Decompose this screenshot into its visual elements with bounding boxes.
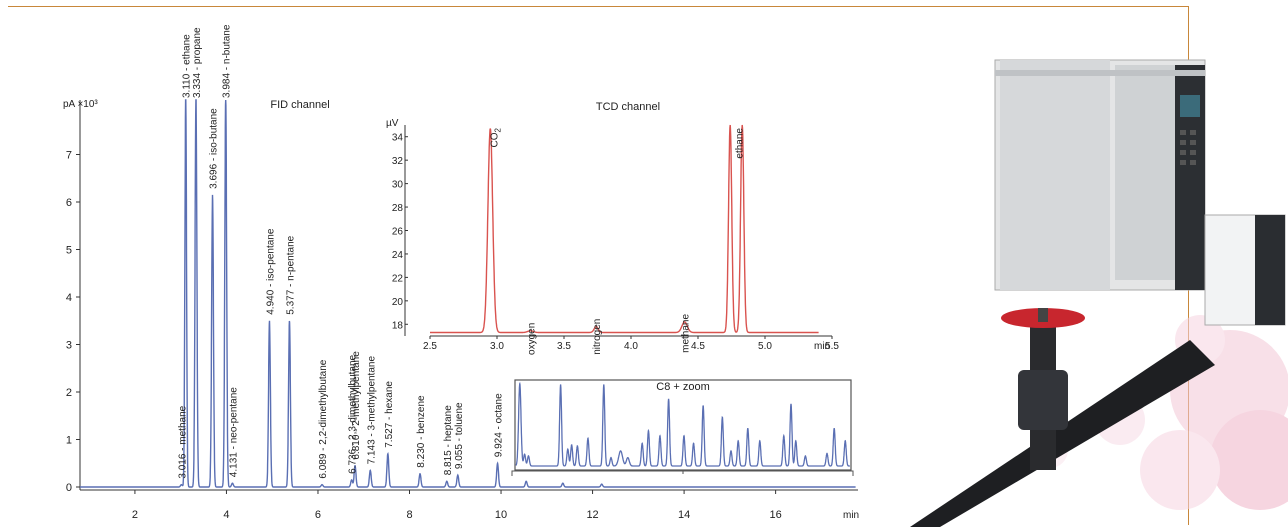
tcd-peak-label-subscript: 2 <box>493 127 502 132</box>
fid-y-tick-label: 2 <box>66 387 72 399</box>
tcd-y-tick-label: 30 <box>392 180 404 191</box>
tcd-chart: 2.5 3.0 3.5 4.0 4.5 5.0 5.5 18 20 22 24 26 28 30 32 34… <box>386 101 839 355</box>
tcd-y-tick-label: 28 <box>392 203 404 214</box>
tcd-y-tick-label: 22 <box>392 273 404 284</box>
fid-peak-label: 3.016 - methane <box>177 405 188 478</box>
tcd-y-tick-label: 32 <box>392 156 404 167</box>
tcd-y-tick-label: 34 <box>392 133 404 144</box>
fid-peak-label: 3.110 - ethane <box>182 34 193 98</box>
tcd-peak-label: nitrogen <box>592 319 603 355</box>
bubble-pattern <box>1032 315 1288 510</box>
fid-title: FID channel <box>270 99 329 111</box>
tcd-peak-labels: CO2 oxygen nitrogen methane ethane <box>489 127 745 355</box>
fid-peak-label: 3.984 - n-butane <box>222 24 233 98</box>
fid-x-tick-label: 16 <box>769 509 781 521</box>
fid-x-tick-label: 12 <box>586 509 598 521</box>
fid-x-label: min <box>843 510 859 521</box>
fid-y-tick-label: 1 <box>66 435 72 447</box>
fid-peak-label: 4.131 - neo-pentane <box>228 387 239 478</box>
tcd-x-tick-label: 3.0 <box>490 341 504 352</box>
fid-x-tick-label: 4 <box>223 509 229 521</box>
fid-peak-label: 3.696 - iso-butane <box>209 108 220 189</box>
tcd-peak-label: oxygen <box>527 323 538 355</box>
fid-peak-label: 7.527 - hexane <box>384 381 395 448</box>
fid-peak-label: 3.334 - propane <box>192 27 203 98</box>
tcd-peak-label: CO2 <box>489 127 502 147</box>
tcd-y-label: µV <box>386 118 399 129</box>
fid-peak-label: 5.377 - n-pentane <box>285 235 296 314</box>
tcd-x-ticks: 2.5 3.0 3.5 4.0 4.5 5.0 5.5 <box>423 336 839 352</box>
tcd-series-line <box>430 124 819 334</box>
fid-peak-label: 6.736 - 2,3-dimethylbutane <box>348 354 359 473</box>
fid-peak-label: 6.089 - 2,2-dimethylbutane <box>318 359 329 478</box>
fid-y-tick-label: 4 <box>66 292 72 304</box>
tcd-y-tick-label: 18 <box>392 320 404 331</box>
tcd-peak-label: methane <box>681 314 692 353</box>
fid-peak-label: 4.940 - iso-pentane <box>265 228 276 315</box>
tcd-peak-label: ethane <box>735 128 746 159</box>
fid-peak-label: 9.924 - octane <box>494 393 505 457</box>
detector-module-icon <box>1204 214 1286 326</box>
gas-chromatograph-icon <box>994 59 1206 291</box>
fid-y-label: pA ×10³ <box>63 99 98 110</box>
fid-peak-label: 9.055 - toluene <box>454 402 465 469</box>
tcd-x-tick-label: 5.5 <box>825 341 839 352</box>
fid-x-tick-label: 6 <box>315 509 321 521</box>
zoom-inset: C8 + zoom <box>511 379 854 476</box>
fid-x-tick-label: 10 <box>495 509 507 521</box>
tcd-y-tick-label: 26 <box>392 227 404 238</box>
fid-y-tick-label: 7 <box>66 150 72 162</box>
fid-series-line <box>80 99 856 488</box>
tcd-x-label: min <box>814 341 830 352</box>
tcd-x-tick-label: 2.5 <box>423 341 437 352</box>
fid-y-ticks: 0 1 2 3 4 5 6 7 <box>66 150 80 494</box>
tcd-x-tick-label: 3.5 <box>557 341 571 352</box>
fid-y-tick-label: 6 <box>66 197 72 209</box>
fid-peak-label: 7.143 - 3-methylpentane <box>366 356 377 465</box>
fid-peak-label: 6.810 - 2-methylpentane <box>351 351 362 460</box>
tcd-y-tick-label: 20 <box>392 297 404 308</box>
fid-x-tick-label: 14 <box>678 509 690 521</box>
fid-y-tick-label: 5 <box>66 245 72 257</box>
tcd-x-tick-label: 4.0 <box>624 341 638 352</box>
fid-peak-label: 8.230 - benzene <box>416 395 427 468</box>
fid-y-tick-label: 0 <box>66 482 72 494</box>
zoom-title: C8 + zoom <box>656 381 710 393</box>
tcd-y-ticks: 18 20 22 24 26 28 30 32 34 <box>392 133 408 331</box>
tcd-x-tick-label: 4.5 <box>691 341 705 352</box>
tcd-x-tick-label: 5.0 <box>758 341 772 352</box>
fid-x-tick-label: 2 <box>132 509 138 521</box>
pipeline-valve-icon <box>910 308 1215 527</box>
fid-x-ticks: 2 4 6 8 10 12 14 16 <box>132 490 782 521</box>
fid-x-tick-label: 8 <box>406 509 412 521</box>
tcd-title: TCD channel <box>596 101 660 113</box>
fid-peak-labels: 3.016 - methane 3.110 - ethane 3.334 - pro… <box>177 24 504 478</box>
equipment-photo <box>910 59 1288 527</box>
fid-y-tick-label: 3 <box>66 340 72 352</box>
zoom-series-line <box>515 381 850 467</box>
fid-peak-label: 8.815 - heptane <box>443 405 454 475</box>
tcd-y-tick-label: 24 <box>392 250 404 261</box>
